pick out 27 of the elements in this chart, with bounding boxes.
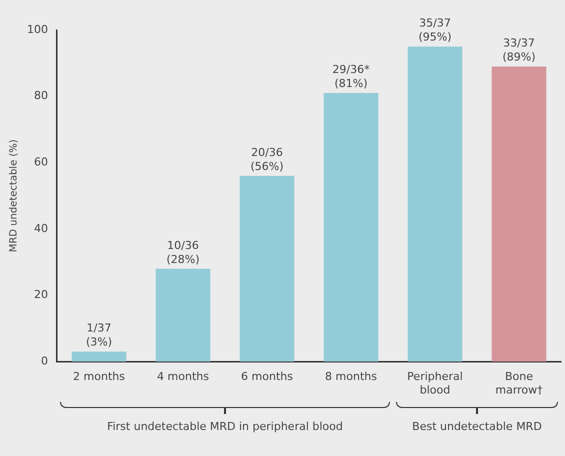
x-tick-label: Peripheral blood [407,370,463,396]
bar [408,46,462,362]
y-tick-label: 60 [34,156,48,168]
data-label: 20/36 (56%) [250,146,284,173]
x-tick-label: 8 months [325,370,378,384]
y-tick-label: 100 [26,22,48,36]
bar [324,93,378,362]
data-label: 35/37 (95%) [418,16,452,44]
y-axis-title: MRD undetectable (%) [8,139,20,252]
x-tick-label: 2 months [73,370,126,384]
y-tick-label: 40 [34,222,48,235]
data-label: 1/37 (3%) [86,322,112,349]
data-label: 29/36* (81%) [332,63,370,90]
text: Best undetectable MRD [411,420,543,433]
x-tick-label: 4 months [157,370,210,384]
bar [240,176,294,362]
text: First undetectable MRD in peripheral blood [106,420,344,433]
bar [72,352,126,362]
y-tick-label: 0 [40,354,48,368]
data-label: 33/37 (89%) [502,36,536,64]
y-tick-label: 20 [34,288,48,302]
y-tick-label: 80 [34,89,48,102]
bar [156,268,210,362]
x-tick-label: Bone marrow† [495,370,544,396]
x-tick-label: 6 months [241,370,294,384]
data-label: 10/36 (28%) [166,238,200,266]
bar [492,66,546,362]
